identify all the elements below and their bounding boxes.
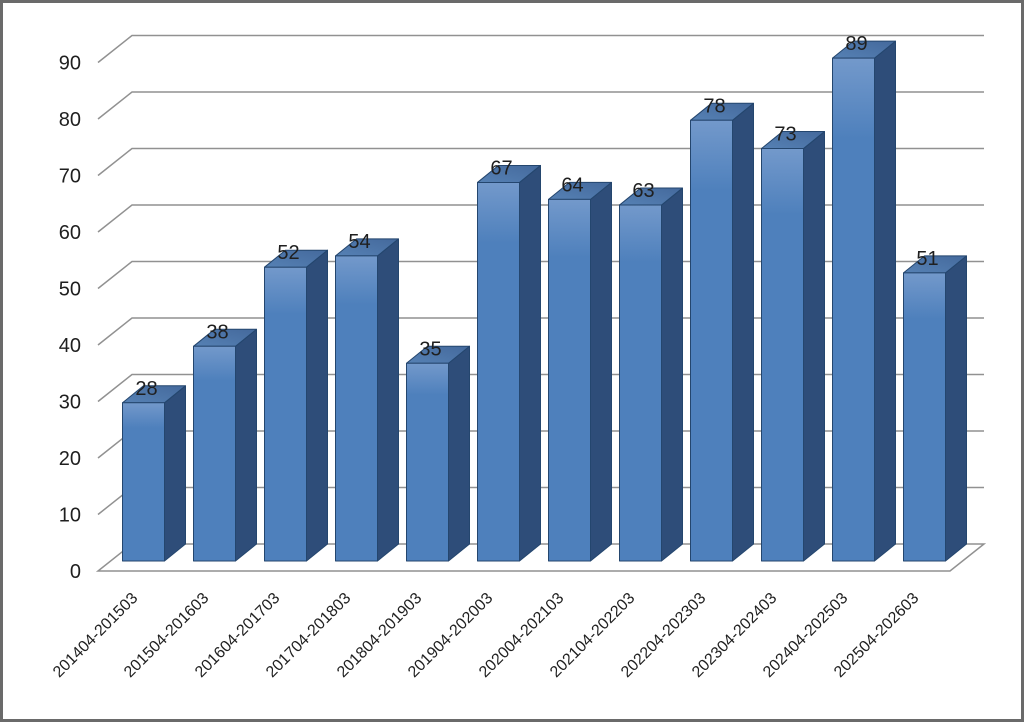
y-axis-label: 30 [59, 392, 81, 414]
gridline [97, 34, 984, 64]
bar-value-label: 51 [916, 248, 938, 270]
bar-value-label: 28 [135, 378, 157, 400]
bar-front-face [903, 272, 946, 562]
y-axis: 0 10 20 30 40 50 60 70 80 90 [59, 53, 81, 584]
bar [122, 385, 186, 562]
bar-side-face [945, 255, 967, 562]
bar-side-face [803, 131, 825, 562]
bar-front-face [406, 362, 449, 562]
bar-front-face [264, 266, 307, 562]
bar-side-face [306, 249, 328, 562]
bar-value-label: 52 [277, 242, 299, 264]
bar-front-face [477, 181, 520, 562]
bar-front-face [122, 402, 165, 562]
y-axis-label: 0 [70, 561, 81, 583]
bar [761, 131, 825, 562]
data-labels: 28 38 52 54 35 67 64 63 78 73 89 51 [135, 33, 938, 400]
bar [832, 40, 896, 562]
chart-canvas: 0 10 20 30 40 50 60 70 80 90 28 38 52 54 35 67 64 63 78 73 8… [50, 33, 987, 681]
bar-front-face [548, 198, 591, 562]
bar-value-label: 89 [845, 33, 867, 55]
y-axis-label: 70 [59, 166, 81, 188]
bar-front-face [335, 255, 378, 562]
bar-value-label: 73 [774, 124, 796, 146]
bar [193, 328, 257, 562]
bar [619, 187, 683, 562]
bar-side-face [235, 328, 257, 562]
bars [122, 40, 967, 562]
y-axis-label: 40 [59, 335, 81, 357]
bar-side-face [874, 40, 896, 562]
bar-side-face [377, 238, 399, 562]
y-axis-label: 90 [59, 53, 81, 75]
chart-floor [95, 543, 987, 572]
y-axis-label: 50 [59, 279, 81, 301]
bar [264, 249, 328, 562]
y-axis-label: 60 [59, 222, 81, 244]
gridline [97, 91, 984, 120]
bar-front-face [619, 204, 662, 562]
bar-side-face [732, 102, 754, 562]
bar-front-face [832, 57, 875, 562]
bar-side-face [448, 345, 470, 562]
bar [690, 102, 754, 562]
y-axis-label: 10 [59, 505, 81, 527]
bar-side-face [519, 164, 541, 562]
bar-value-label: 38 [206, 321, 228, 343]
bar-value-label: 54 [348, 231, 370, 253]
gridlines [95, 34, 987, 572]
y-axis-label: 20 [59, 448, 81, 470]
bar-value-label: 35 [419, 338, 441, 360]
x-axis: 201404-201503201504-201603201604-2017032… [50, 590, 922, 681]
bar-front-face [690, 119, 733, 562]
bar-value-label: 63 [632, 180, 654, 202]
bar-front-face [761, 148, 804, 562]
bar [335, 238, 399, 562]
bar-value-label: 78 [703, 95, 725, 117]
bar-side-face [164, 385, 186, 562]
bar-value-label: 64 [561, 174, 583, 196]
bar-side-face [590, 181, 612, 562]
y-axis-label: 80 [59, 109, 81, 131]
bar-value-label: 67 [490, 157, 512, 179]
bar [477, 164, 541, 562]
bar [548, 181, 612, 562]
bar-front-face [193, 345, 236, 562]
bar-side-face [661, 187, 683, 562]
bar [903, 255, 967, 562]
bar [406, 345, 470, 562]
